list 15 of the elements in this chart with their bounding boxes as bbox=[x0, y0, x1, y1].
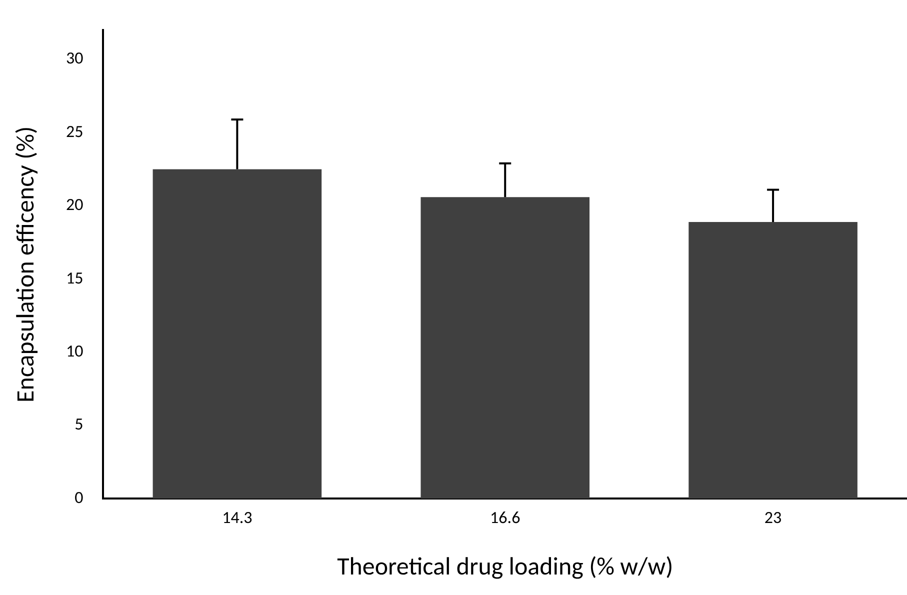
y-tick-label: 15 bbox=[66, 267, 84, 288]
bar bbox=[420, 197, 590, 499]
y-tick-label: 0 bbox=[74, 486, 84, 508]
y-tick-label: 20 bbox=[66, 194, 84, 216]
bar bbox=[688, 222, 858, 499]
y-tick-label: 30 bbox=[66, 48, 84, 69]
y-tick-label: 5 bbox=[74, 414, 84, 435]
y-tick-label: 10 bbox=[66, 340, 84, 362]
x-tick-label: 23 bbox=[764, 507, 782, 528]
x-axis-title: Theoretical drug loading (% w/w) bbox=[337, 550, 674, 582]
x-tick-label: 16.6 bbox=[490, 507, 521, 528]
x-tick-label: 14.3 bbox=[222, 507, 252, 528]
y-tick-label: 25 bbox=[66, 120, 84, 142]
bar bbox=[152, 169, 322, 499]
y-axis-title: Encapsulation efficency (%) bbox=[9, 126, 40, 402]
